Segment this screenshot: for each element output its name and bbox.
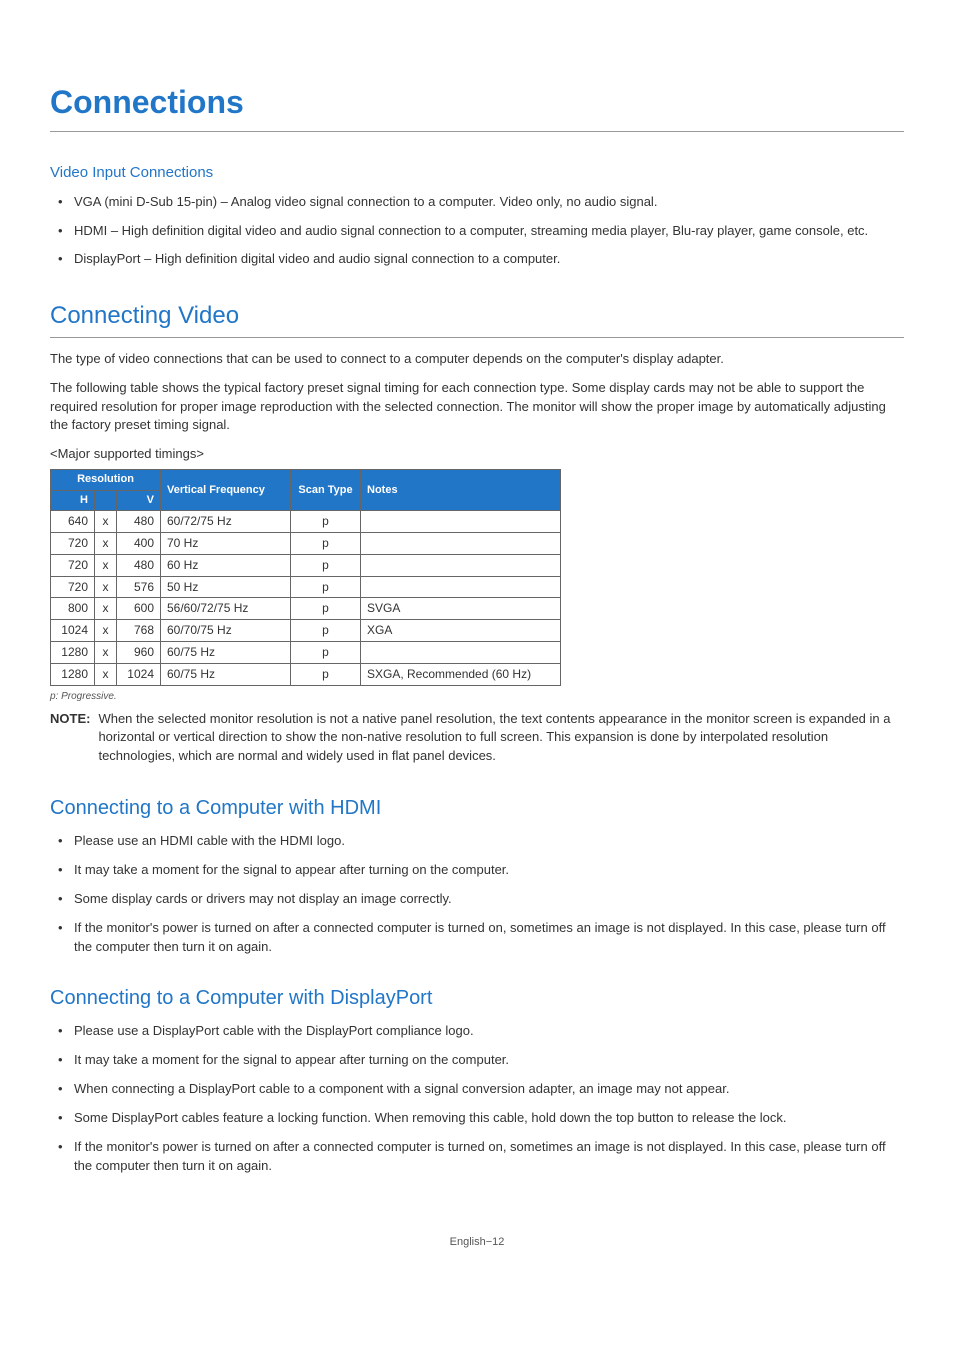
list-item: DisplayPort – High definition digital vi… bbox=[50, 250, 904, 269]
cell-h: 1280 bbox=[51, 663, 95, 685]
cell-h: 720 bbox=[51, 533, 95, 555]
list-item: VGA (mini D-Sub 15-pin) – Analog video s… bbox=[50, 193, 904, 212]
page-title: Connections bbox=[50, 80, 904, 132]
list-item: It may take a moment for the signal to a… bbox=[50, 861, 904, 880]
list-item: If the monitor's power is turned on afte… bbox=[50, 1138, 904, 1176]
cell-x: x bbox=[95, 511, 117, 533]
th-blank bbox=[95, 490, 117, 510]
cell-notes bbox=[361, 554, 561, 576]
list-item: It may take a moment for the signal to a… bbox=[50, 1051, 904, 1070]
list-item: When connecting a DisplayPort cable to a… bbox=[50, 1080, 904, 1099]
table-row: 720 x 400 70 Hz p bbox=[51, 533, 561, 555]
cell-notes: SVGA bbox=[361, 598, 561, 620]
video-input-list: VGA (mini D-Sub 15-pin) – Analog video s… bbox=[50, 193, 904, 270]
th-v: V bbox=[117, 490, 161, 510]
cell-scan: p bbox=[291, 511, 361, 533]
table-row: 1280 x 1024 60/75 Hz p SXGA, Recommended… bbox=[51, 663, 561, 685]
cell-notes bbox=[361, 642, 561, 664]
th-vertical-frequency: Vertical Frequency bbox=[161, 470, 291, 511]
cell-vf: 70 Hz bbox=[161, 533, 291, 555]
cell-notes: SXGA, Recommended (60 Hz) bbox=[361, 663, 561, 685]
connecting-video-heading: Connecting Video bbox=[50, 299, 904, 338]
cell-vf: 60/72/75 Hz bbox=[161, 511, 291, 533]
cell-x: x bbox=[95, 620, 117, 642]
cell-scan: p bbox=[291, 598, 361, 620]
cell-vf: 60/70/75 Hz bbox=[161, 620, 291, 642]
cell-x: x bbox=[95, 533, 117, 555]
cell-scan: p bbox=[291, 620, 361, 642]
cell-v: 480 bbox=[117, 511, 161, 533]
page-footer: English−12 bbox=[50, 1235, 904, 1250]
th-notes: Notes bbox=[361, 470, 561, 511]
cell-notes: XGA bbox=[361, 620, 561, 642]
cell-v: 576 bbox=[117, 576, 161, 598]
cell-v: 768 bbox=[117, 620, 161, 642]
cell-scan: p bbox=[291, 663, 361, 685]
cell-x: x bbox=[95, 576, 117, 598]
list-item: Please use an HDMI cable with the HDMI l… bbox=[50, 832, 904, 851]
note-body: When the selected monitor resolution is … bbox=[98, 710, 904, 767]
list-item: Some DisplayPort cables feature a lockin… bbox=[50, 1109, 904, 1128]
cell-h: 1024 bbox=[51, 620, 95, 642]
th-scan-type: Scan Type bbox=[291, 470, 361, 511]
cell-h: 1280 bbox=[51, 642, 95, 664]
cell-x: x bbox=[95, 598, 117, 620]
cell-v: 400 bbox=[117, 533, 161, 555]
table-row: 1024 x 768 60/70/75 Hz p XGA bbox=[51, 620, 561, 642]
cell-scan: p bbox=[291, 554, 361, 576]
th-h: H bbox=[51, 490, 95, 510]
video-input-heading: Video Input Connections bbox=[50, 162, 904, 183]
cell-notes bbox=[361, 576, 561, 598]
cell-vf: 50 Hz bbox=[161, 576, 291, 598]
cell-x: x bbox=[95, 642, 117, 664]
note-label: NOTE: bbox=[50, 710, 98, 767]
cell-vf: 60/75 Hz bbox=[161, 642, 291, 664]
list-item: If the monitor's power is turned on afte… bbox=[50, 919, 904, 957]
table-row: 800 x 600 56/60/72/75 Hz p SVGA bbox=[51, 598, 561, 620]
cell-h: 800 bbox=[51, 598, 95, 620]
cell-scan: p bbox=[291, 576, 361, 598]
table-row: 1280 x 960 60/75 Hz p bbox=[51, 642, 561, 664]
paragraph: The following table shows the typical fa… bbox=[50, 379, 904, 436]
cell-x: x bbox=[95, 554, 117, 576]
list-item: Some display cards or drivers may not di… bbox=[50, 890, 904, 909]
cell-notes bbox=[361, 533, 561, 555]
list-item: HDMI – High definition digital video and… bbox=[50, 222, 904, 241]
list-item: Please use a DisplayPort cable with the … bbox=[50, 1022, 904, 1041]
timings-caption: <Major supported timings> bbox=[50, 445, 904, 463]
cell-x: x bbox=[95, 663, 117, 685]
cell-h: 720 bbox=[51, 576, 95, 598]
table-row: 720 x 576 50 Hz p bbox=[51, 576, 561, 598]
cell-v: 480 bbox=[117, 554, 161, 576]
hdmi-heading: Connecting to a Computer with HDMI bbox=[50, 794, 904, 822]
table-row: 640 x 480 60/72/75 Hz p bbox=[51, 511, 561, 533]
dp-heading: Connecting to a Computer with DisplayPor… bbox=[50, 984, 904, 1012]
dp-list: Please use a DisplayPort cable with the … bbox=[50, 1022, 904, 1175]
cell-h: 720 bbox=[51, 554, 95, 576]
footnote-progressive: p: Progressive. bbox=[50, 690, 904, 704]
hdmi-list: Please use an HDMI cable with the HDMI l… bbox=[50, 832, 904, 956]
timings-table: Resolution Vertical Frequency Scan Type … bbox=[50, 469, 561, 685]
cell-notes bbox=[361, 511, 561, 533]
note-block: NOTE: When the selected monitor resoluti… bbox=[50, 710, 904, 767]
cell-scan: p bbox=[291, 533, 361, 555]
paragraph: The type of video connections that can b… bbox=[50, 350, 904, 369]
cell-vf: 56/60/72/75 Hz bbox=[161, 598, 291, 620]
th-resolution: Resolution bbox=[51, 470, 161, 490]
cell-h: 640 bbox=[51, 511, 95, 533]
table-row: 720 x 480 60 Hz p bbox=[51, 554, 561, 576]
cell-v: 1024 bbox=[117, 663, 161, 685]
cell-scan: p bbox=[291, 642, 361, 664]
timings-tbody: 640 x 480 60/72/75 Hz p 720 x 400 70 Hz … bbox=[51, 511, 561, 685]
cell-v: 600 bbox=[117, 598, 161, 620]
cell-vf: 60/75 Hz bbox=[161, 663, 291, 685]
cell-v: 960 bbox=[117, 642, 161, 664]
cell-vf: 60 Hz bbox=[161, 554, 291, 576]
